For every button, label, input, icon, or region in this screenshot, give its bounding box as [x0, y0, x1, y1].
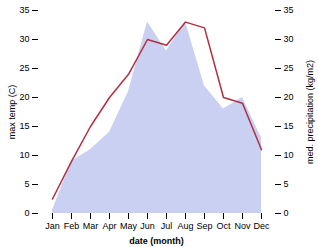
svg-text:May: May	[120, 221, 138, 231]
svg-text:med. precipitation (kg/m2): med. precipitation (kg/m2)	[305, 60, 315, 164]
svg-text:35: 35	[19, 5, 29, 15]
svg-text:15: 15	[284, 121, 294, 131]
svg-text:Aug: Aug	[177, 221, 193, 231]
svg-text:Oct: Oct	[216, 221, 231, 231]
svg-text:Feb: Feb	[64, 221, 80, 231]
svg-text:Mar: Mar	[83, 221, 99, 231]
svg-text:date (month): date (month)	[129, 236, 184, 246]
svg-text:25: 25	[284, 63, 294, 73]
svg-text:Dec: Dec	[253, 221, 270, 231]
svg-text:max temp (C): max temp (C)	[7, 85, 17, 140]
svg-text:10: 10	[284, 150, 294, 160]
svg-text:10: 10	[19, 150, 29, 160]
svg-text:15: 15	[19, 121, 29, 131]
svg-text:Nov: Nov	[234, 221, 251, 231]
svg-text:Jan: Jan	[45, 221, 60, 231]
svg-text:20: 20	[284, 92, 294, 102]
svg-text:5: 5	[284, 179, 289, 189]
svg-text:20: 20	[19, 92, 29, 102]
svg-text:5: 5	[24, 179, 29, 189]
svg-text:Jun: Jun	[140, 221, 155, 231]
svg-text:25: 25	[19, 63, 29, 73]
svg-text:0: 0	[284, 208, 289, 218]
svg-text:Jul: Jul	[161, 221, 173, 231]
svg-text:30: 30	[284, 34, 294, 44]
svg-text:35: 35	[284, 5, 294, 15]
svg-text:0: 0	[24, 208, 29, 218]
svg-text:Sep: Sep	[196, 221, 212, 231]
svg-text:30: 30	[19, 34, 29, 44]
svg-text:Apr: Apr	[102, 221, 116, 231]
